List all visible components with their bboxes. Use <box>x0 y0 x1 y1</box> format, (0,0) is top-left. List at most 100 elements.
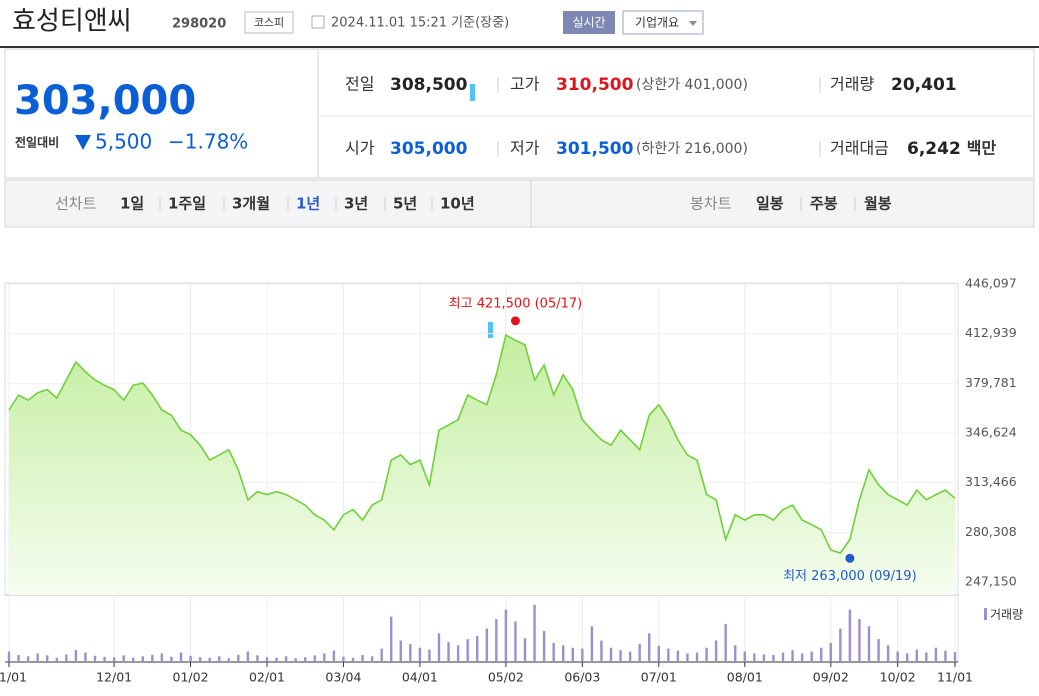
annotation: 최저 263,000 (09/19) <box>783 569 917 584</box>
volume-bar <box>906 653 909 662</box>
y-tick-label: 313,466 <box>965 474 1017 489</box>
volume-bar <box>466 639 469 662</box>
y-tick-label: 247,150 <box>965 573 1017 588</box>
volume-bar <box>246 651 250 662</box>
volume-bar <box>409 643 412 662</box>
y-tick-label: 346,624 <box>965 424 1017 439</box>
period-tab[interactable]: 10년 <box>440 195 475 213</box>
volume-bar <box>628 651 632 662</box>
volume-bar <box>571 647 574 662</box>
stat-value: 6,242 <box>907 139 961 159</box>
volume-bar <box>504 609 508 662</box>
y-tick-label: 412,939 <box>965 325 1017 340</box>
x-tick-label: 05/02 <box>488 670 524 685</box>
volume-bar <box>705 647 708 662</box>
period-tab[interactable]: 1주일 <box>168 195 206 213</box>
period-tab[interactable]: 1일 <box>120 195 144 213</box>
volume-bar <box>562 645 565 662</box>
marker-bar <box>488 322 493 338</box>
volume-bar <box>829 642 832 662</box>
volume-bar <box>753 653 756 662</box>
candle-tab[interactable]: 월봉 <box>864 195 892 213</box>
company-label[interactable]: 기업개요 <box>635 16 679 30</box>
y-tick-label: 280,308 <box>965 524 1017 539</box>
stat-value: 310,500 <box>556 75 634 95</box>
volume-bar <box>198 657 202 662</box>
volume-bar <box>514 621 517 662</box>
x-tick-label: 06/03 <box>564 670 600 685</box>
volume-bar <box>609 647 613 662</box>
volume-bar <box>800 653 804 662</box>
period-tab[interactable]: 1년 <box>296 195 320 213</box>
volume-bar <box>370 656 374 662</box>
y-tick-label: 446,097 <box>965 276 1017 291</box>
volume-bar <box>141 656 144 662</box>
stat-note: (상한가 401,000) <box>636 77 748 93</box>
period-tab[interactable]: 3년 <box>344 195 368 213</box>
volume-bar <box>552 642 555 662</box>
volume-bar <box>208 657 211 662</box>
volume-bar <box>74 650 78 662</box>
dropdown-arrow <box>689 21 697 26</box>
tab-group-label: 봉차트 <box>690 195 732 213</box>
volume-bar <box>762 654 766 662</box>
volume-bar <box>915 649 918 662</box>
volume-bar <box>896 651 899 662</box>
volume-bar <box>877 639 880 662</box>
volume-bar <box>265 657 269 662</box>
x-tick-label: 12/01 <box>96 670 132 685</box>
volume-bar <box>734 645 737 662</box>
realtime-label[interactable]: 실시간 <box>572 16 605 30</box>
volume-bar <box>925 652 928 662</box>
volume-bar <box>542 631 546 662</box>
down-arrow <box>75 135 91 150</box>
volume-bar <box>313 655 316 662</box>
x-tick-label: 09/02 <box>813 670 849 685</box>
volume-bar <box>581 648 584 662</box>
volume-bar <box>886 645 890 662</box>
volume-bar <box>26 656 30 662</box>
realtime-button[interactable] <box>563 11 615 34</box>
volume-bar <box>122 655 125 662</box>
volume-bar <box>93 655 97 662</box>
stat-label: 시가 <box>345 139 375 158</box>
volume-bar <box>380 648 383 662</box>
candle-tab[interactable]: 주봉 <box>810 195 838 213</box>
stat-value: 301,500 <box>556 139 634 159</box>
volume-bar <box>103 656 106 662</box>
volume-bar <box>304 657 307 662</box>
candle-tab[interactable]: 일봉 <box>756 195 784 213</box>
volume-bar <box>437 633 441 662</box>
volume-bar <box>495 619 498 662</box>
volume-bar <box>456 645 460 662</box>
stat-label: 저가 <box>510 139 540 158</box>
period-tab[interactable]: 3개월 <box>232 195 270 213</box>
stat-unit: 백만 <box>967 139 997 158</box>
volume-bar <box>867 626 871 662</box>
volume-bar <box>523 638 527 662</box>
stat-label: 고가 <box>510 75 540 94</box>
volume-bar <box>839 628 842 662</box>
volume-bar <box>858 619 861 662</box>
volume-bar <box>953 652 957 662</box>
price-box <box>4 48 319 179</box>
volume-bar <box>361 654 364 662</box>
stat-value: 308,500 <box>390 75 468 95</box>
period-tab[interactable]: 5년 <box>393 195 417 213</box>
volume-bar <box>218 656 221 662</box>
stock-code: 298020 <box>172 17 226 32</box>
volume-bar <box>7 651 11 662</box>
volume-bar <box>170 656 173 662</box>
stat-value: 305,000 <box>390 139 468 159</box>
volume-bar <box>132 657 135 662</box>
legend-label: 거래량 <box>990 608 1023 622</box>
stat-label: 거래대금 <box>830 139 889 158</box>
volume-bar <box>284 656 288 662</box>
volume-bar <box>17 654 20 662</box>
x-tick-label: 08/01 <box>727 670 763 685</box>
y-tick-label: 379,781 <box>965 375 1017 390</box>
company-button[interactable] <box>622 10 704 35</box>
market-badge <box>244 11 294 34</box>
volume-bar <box>934 647 938 662</box>
